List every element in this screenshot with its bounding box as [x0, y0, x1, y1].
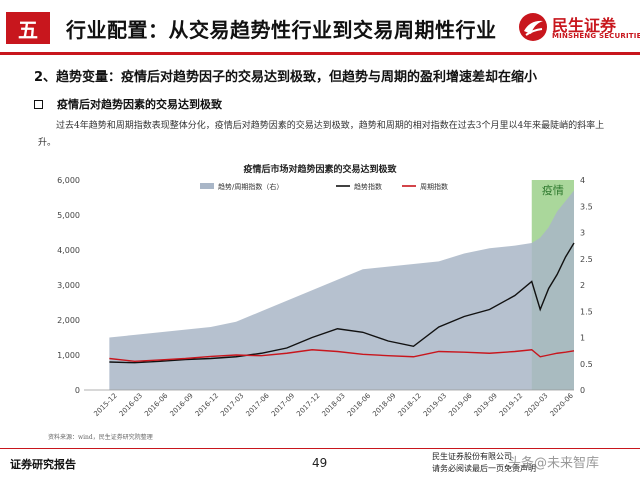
header-divider [0, 52, 640, 55]
page-title: 行业配置：从交易趋势性行业到交易周期性行业 [66, 18, 497, 42]
y-left-tick-label: 3,000 [57, 281, 80, 290]
x-tick-label: 2015-12 [92, 392, 118, 418]
logo-text-cn: 民生证券 [552, 16, 617, 35]
body-paragraph: 过去4年趋势和周期指数表现整体分化，疫情后对趋势因素的交易达到极致，趋势和周期的… [38, 121, 605, 148]
x-tick-label: 2018-03 [321, 392, 347, 418]
source-note: 资料来源：wind，民生证券研究院整理 [48, 434, 153, 441]
subheading: 2、趋势变量：疫情后对趋势因子的交易达到极致，但趋势与周期的盈利增速差却在缩小 [34, 70, 538, 85]
series-line-trend-index [109, 242, 575, 364]
x-tick-label: 2017-03 [219, 392, 245, 418]
y-right-tick-label: 4 [580, 176, 585, 185]
x-tick-label: 2019-03 [422, 392, 448, 418]
page-number: 49 [312, 456, 328, 470]
y-left-tick-label: 6,000 [57, 176, 80, 185]
footer-divider [0, 448, 640, 449]
y-left-tick-label: 0 [75, 386, 80, 395]
square-bullet-icon [34, 99, 43, 109]
footer-company: 民生证券股份有限公司 [432, 452, 512, 461]
y-right-tick-label: 1 [580, 334, 585, 343]
chart-title: 疫情后市场对趋势因素的交易达到极致 [243, 165, 397, 175]
x-tick-label: 2016-12 [194, 392, 220, 418]
x-tick-label: 2019-12 [498, 392, 524, 418]
x-tick-label: 2017-06 [244, 391, 271, 418]
x-tick-label: 2018-12 [397, 392, 423, 418]
series-line-cycle-index [109, 349, 575, 363]
x-tick-label: 2019-09 [473, 392, 499, 418]
chart-canvas: 0 1,000 2,000 3,000 4,000 5,000 6,000 0 0.5 1 1.5 2… [57, 176, 593, 418]
footer-disclaimer: 民生证券股份有限公司 请务必阅读最后一页免责声明 [432, 451, 536, 475]
footer-disclaimer-text: 请务必阅读最后一页免责声明 [432, 464, 536, 473]
x-tick-label: 2020-06 [549, 391, 576, 418]
logo: 民生证券 MINSHENG SECURITIES [518, 10, 640, 48]
pandemic-annotation: 疫情 [542, 183, 564, 197]
y-right-tick-label: 3.5 [580, 202, 593, 211]
legend-swatch [200, 183, 214, 189]
y-left-tick-label: 4,000 [57, 246, 80, 255]
x-tick-label: 2018-06 [346, 391, 373, 418]
legend-label: 趋势指数 [354, 182, 382, 191]
y-right-tick-label: 3 [580, 229, 585, 238]
y-right-tick-label: 2.5 [580, 255, 593, 264]
x-tick-label: 2016-09 [168, 392, 194, 418]
y-right-tick-label: 1.5 [580, 307, 593, 316]
footer-report-label: 证券研究报告 [10, 458, 76, 471]
watermark: 头条@未来智库 [508, 456, 600, 471]
x-tick-label: 2017-09 [270, 392, 296, 418]
y-right-tick-label: 2 [580, 281, 585, 290]
y-left-tick-label: 2,000 [57, 316, 80, 325]
legend-label: 趋势/周期指数（右） [218, 182, 283, 191]
x-tick-label: 2020-03 [523, 392, 549, 418]
y-right-tick-label: 0.5 [580, 360, 593, 369]
series-area-trend-cycle-ratio [109, 190, 575, 390]
bullet-heading: 疫情后对趋势因素的交易达到极致 [34, 96, 222, 112]
legend-label: 周期指数 [420, 182, 448, 191]
x-tick-label: 2016-03 [118, 392, 144, 418]
x-tick-label: 2018-09 [371, 392, 397, 418]
header: 五 行业配置：从交易趋势性行业到交易周期性行业 民生证券 MINSHENG SE… [0, 0, 640, 58]
bullet-text: 疫情后对趋势因素的交易达到极致 [57, 98, 222, 111]
section-label: 五 [6, 12, 50, 44]
x-tick-label: 2019-06 [447, 391, 474, 418]
y-left-tick-label: 1,000 [57, 351, 80, 360]
y-right-tick-label: 0 [580, 386, 585, 395]
chart: 疫情后市场对趋势因素的交易达到极致 0 1,000 2,000 3,000 4,000 5… [40, 162, 600, 434]
x-tick-label: 2017-12 [295, 392, 321, 418]
minsheng-logo-icon [519, 13, 547, 41]
y-left-tick-label: 5,000 [57, 211, 80, 220]
logo-text-en: MINSHENG SECURITIES [552, 32, 640, 40]
x-tick-label: 2016-06 [143, 391, 170, 418]
